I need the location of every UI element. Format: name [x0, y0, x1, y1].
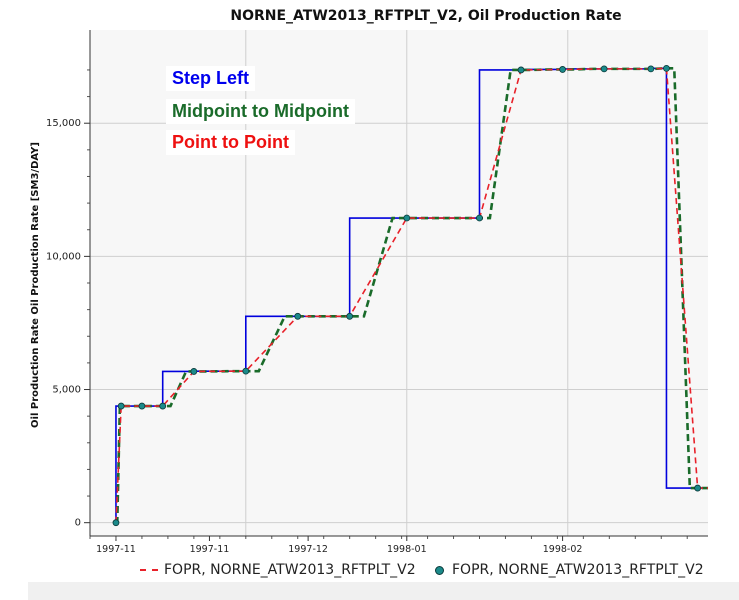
y-tick-label: 0	[75, 518, 81, 529]
chart-title: NORNE_ATW2013_RFTPLT_V2, Oil Production …	[230, 8, 622, 24]
data-point	[694, 484, 702, 492]
y-tick-label: 15,000	[46, 118, 81, 129]
annotation-step-left: Step Left	[166, 66, 256, 91]
data-point	[112, 519, 120, 527]
legend-label-dot: FOPR, NORNE_ATW2013_RFTPLT_V2	[452, 562, 704, 578]
data-point	[600, 65, 608, 73]
series-point-to-point-line	[115, 67, 708, 523]
legend-label-line: FOPR, NORNE_ATW2013_RFTPLT_V2	[164, 562, 416, 578]
y-tick-label: 5,000	[52, 385, 81, 396]
x-tick-label: 1997-11	[96, 544, 136, 555]
data-point	[138, 402, 146, 410]
x-tick-label: 1998-01	[387, 544, 427, 555]
dot-marker-icon	[435, 565, 444, 575]
data-point	[647, 65, 655, 73]
data-point	[190, 368, 198, 375]
data-point	[517, 66, 525, 74]
data-point	[346, 312, 354, 320]
data-point	[403, 214, 411, 222]
data-point	[726, 485, 732, 491]
series-group	[112, 64, 732, 527]
legend-entry-dot: FOPR, NORNE_ATW2013_RFTPLT_V2	[435, 562, 704, 578]
data-point	[476, 214, 483, 222]
data-point	[559, 66, 566, 73]
data-point	[242, 367, 250, 375]
annotation-midpoint: Midpoint to Midpoint	[166, 99, 355, 124]
legend: FOPR, NORNE_ATW2013_RFTPLT_V2 FOPR, NORN…	[0, 560, 739, 582]
legend-entry-line: FOPR, NORNE_ATW2013_RFTPLT_V2	[140, 562, 416, 578]
annotation-point-to-point: Point to Point	[166, 130, 295, 155]
legend-scrollbar[interactable]	[28, 582, 739, 600]
data-point	[159, 402, 167, 410]
y-tick-label: 10,000	[46, 251, 81, 262]
x-tick-label: 1997-11	[190, 544, 230, 555]
x-tick-label: 1998-02	[543, 544, 583, 555]
x-tick-label: 1997-12	[288, 544, 328, 555]
data-point	[663, 64, 670, 72]
data-point	[117, 402, 125, 410]
data-point	[294, 312, 302, 320]
dashed-line-icon	[140, 569, 158, 571]
y-axis-label: Oil Production Rate Oil Production Rate …	[30, 142, 41, 428]
